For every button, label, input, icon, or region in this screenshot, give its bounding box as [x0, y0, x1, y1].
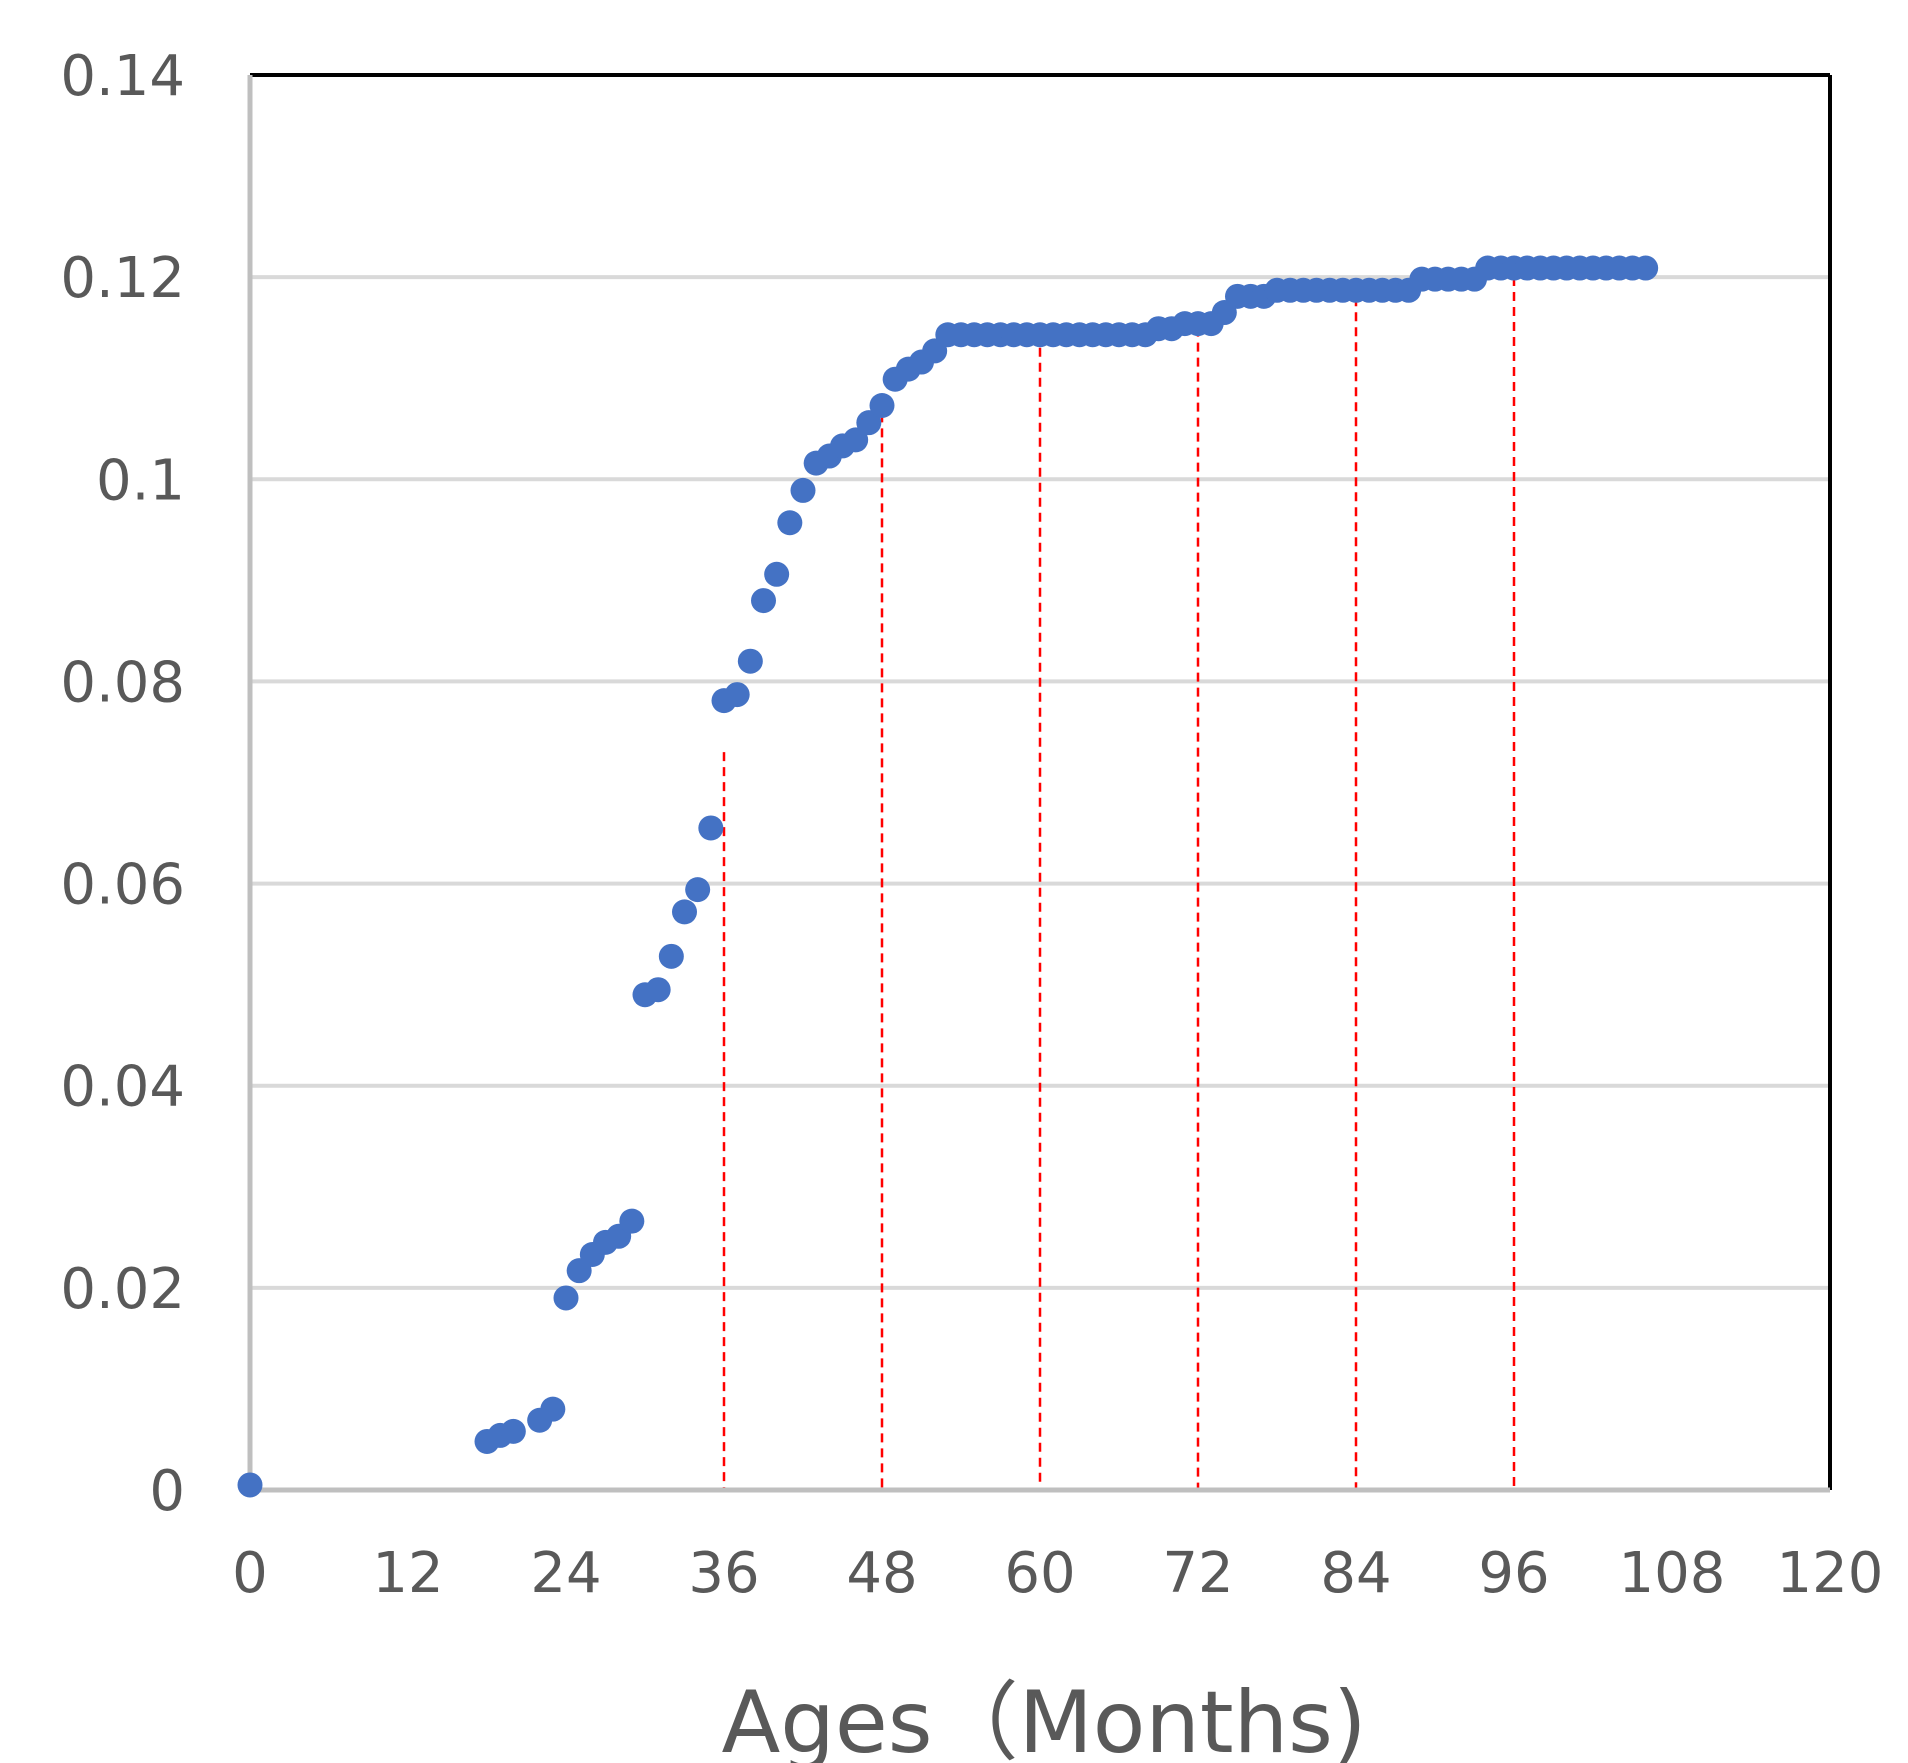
data-point-30	[869, 393, 895, 419]
data-point-28	[843, 427, 869, 453]
data-point-14	[658, 943, 684, 969]
x-tick-label-4: 48	[846, 1541, 917, 1606]
y-tick-label-3: 0.06	[60, 853, 185, 918]
x-tick-label-8: 96	[1478, 1541, 1549, 1606]
y-tick-labels: 0 0.02 0.04 0.06 0.08 0.1 0.12 0.14	[60, 44, 185, 1524]
data-point-13	[645, 977, 671, 1003]
data-point-17	[698, 815, 724, 841]
data-point-6	[553, 1285, 579, 1311]
data-point-21	[751, 588, 776, 614]
y-tick-label-4: 0.08	[60, 650, 185, 715]
data-point-20	[737, 648, 763, 674]
x-tick-label-0: 0	[232, 1541, 268, 1606]
data-point-29	[856, 410, 882, 436]
y-tick-label-5: 0.1	[96, 448, 185, 513]
x-tick-label-9: 108	[1619, 1541, 1726, 1606]
y-tick-label-7: 0.14	[60, 44, 185, 109]
data-point-3	[500, 1418, 526, 1444]
data-point-88	[1633, 255, 1659, 281]
plot-frame	[247, 73, 1832, 1493]
data-points	[237, 255, 1659, 1498]
data-point-16	[685, 877, 711, 903]
x-tick-label-5: 60	[1004, 1541, 1075, 1606]
data-point-24	[790, 477, 816, 503]
data-point-0	[237, 1472, 263, 1498]
x-axis-title: Ages（Months)	[721, 1673, 1366, 1763]
data-point-19	[724, 682, 750, 708]
x-tick-label-1: 12	[372, 1541, 443, 1606]
x-tick-label-6: 72	[1162, 1541, 1233, 1606]
x-tick-label-7: 84	[1320, 1541, 1391, 1606]
data-point-23	[777, 510, 803, 536]
data-point-11	[619, 1208, 645, 1234]
y-tick-label-2: 0.04	[60, 1055, 185, 1120]
y-tick-label-1: 0.02	[60, 1257, 185, 1322]
x-tick-label-10: 120	[1777, 1541, 1884, 1606]
data-point-15	[672, 899, 697, 925]
y-tick-label-6: 0.12	[60, 246, 185, 311]
data-point-5	[540, 1396, 566, 1422]
data-point-22	[764, 561, 790, 587]
y-tick-label-0: 0	[149, 1459, 185, 1524]
x-tick-labels: 0 12 24 36 48 60 72 84 96 108 120	[232, 1541, 1883, 1606]
x-tick-label-3: 36	[688, 1541, 759, 1606]
reference-lines	[722, 261, 1516, 1490]
x-tick-label-2: 24	[530, 1541, 601, 1606]
